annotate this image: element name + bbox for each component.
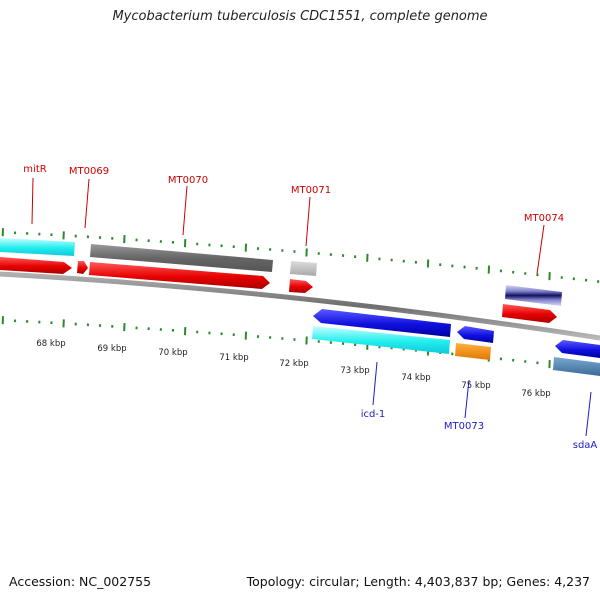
reverse-gene-labels: icd-1 MT0073 sdaA — [361, 361, 598, 451]
gene-label-mt0073: MT0073 — [444, 421, 484, 432]
kbp-label: 74 kbp — [401, 373, 430, 383]
cyan-reverse-bar — [312, 326, 450, 354]
kbp-label: 69 kbp — [97, 344, 126, 354]
map-title: Mycobacterium tuberculosis CDC1551, comp… — [112, 9, 488, 24]
genome-backbone — [0, 271, 600, 341]
orange-reverse-bar — [455, 343, 491, 360]
kbp-label: 70 kbp — [158, 348, 187, 358]
gray-feature-bar — [90, 244, 273, 272]
gene-label-sdaA: sdaA — [573, 440, 598, 451]
reverse-strand-ticks — [1, 316, 600, 372]
leader-line — [182, 185, 188, 236]
gene-label-icd-1: icd-1 — [361, 409, 386, 420]
forward-strand-ticks — [1, 228, 600, 284]
kbp-label: 71 kbp — [219, 353, 248, 363]
kbp-scale: 68 kbp 69 kbp 70 kbp 71 kbp 72 kbp 73 kb… — [36, 339, 550, 399]
gene-arrow-sdaA — [555, 340, 600, 358]
gene-label-mt0071: MT0071 — [291, 185, 331, 196]
leader-line — [305, 196, 311, 247]
leader-line — [372, 361, 378, 406]
gene-arrow-mt0070 — [89, 262, 270, 289]
light-gray-feature-bar — [290, 261, 317, 276]
gene-arrow-mt0071 — [289, 279, 313, 293]
forward-gene-labels: mitR MT0069 MT0070 MT0071 MT0074 — [23, 164, 564, 275]
accession-text: Accession: NC_002755 — [9, 574, 152, 589]
kbp-label: 72 kbp — [279, 359, 308, 369]
leader-line — [585, 391, 592, 437]
kbp-label: 75 kbp — [461, 381, 490, 391]
steel-reverse-bar — [553, 357, 600, 376]
reverse-features — [312, 309, 600, 376]
gene-label-mt0070: MT0070 — [168, 175, 208, 186]
topology-text: Topology: circular; Length: 4,403,837 bp… — [246, 574, 590, 589]
gene-label-mt0069: MT0069 — [69, 166, 109, 177]
gene-label-mitR: mitR — [23, 164, 46, 175]
striped-feature-bar — [505, 285, 562, 306]
leader-line — [31, 177, 34, 225]
gene-arrow-mitR — [0, 257, 72, 274]
kbp-label: 73 kbp — [340, 366, 369, 376]
gene-arrow-mt0069 — [77, 261, 88, 274]
kbp-label: 68 kbp — [36, 339, 65, 349]
gene-arrow-mt0073 — [457, 326, 494, 343]
leader-line — [464, 379, 470, 419]
forward-features — [0, 238, 562, 323]
leader-line — [536, 224, 545, 275]
cyan-feature-bar — [0, 238, 75, 256]
gene-arrow-icd-1 — [313, 309, 451, 337]
leader-line — [84, 178, 90, 229]
kbp-label: 76 kbp — [521, 389, 550, 399]
gene-label-mt0074: MT0074 — [524, 213, 564, 224]
gene-arrow-mt0074 — [502, 304, 557, 323]
